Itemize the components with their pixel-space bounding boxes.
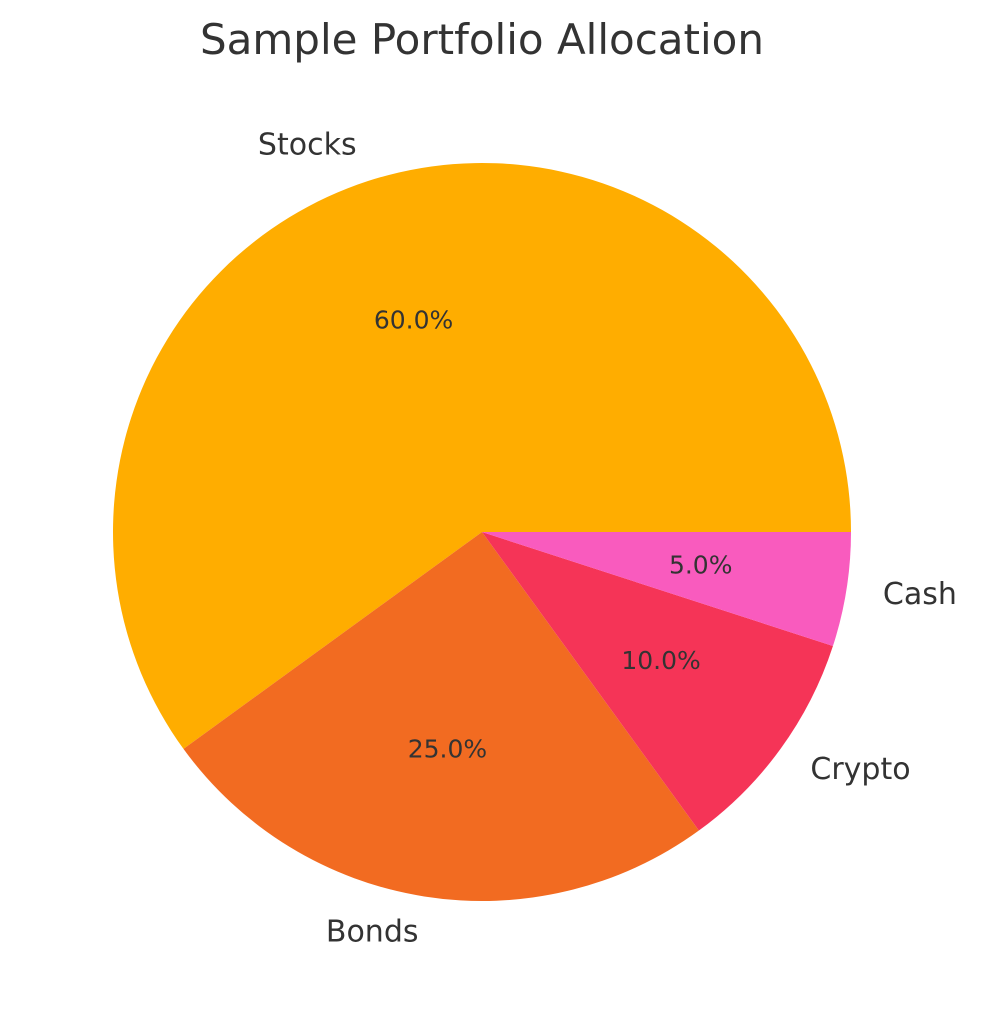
slice-label-bonds: Bonds	[326, 914, 419, 949]
percent-label-stocks: 60.0%	[374, 305, 453, 334]
pie-slice-cash	[482, 532, 851, 647]
pie-slice-stocks	[112, 163, 852, 749]
pie-slice-bonds	[183, 532, 699, 902]
percent-label-bonds: 25.0%	[408, 735, 487, 764]
pie-slices	[112, 163, 852, 902]
slice-label-stocks: Stocks	[258, 128, 357, 163]
pie-labels: Stocks 60.0% Bonds 25.0% Crypto 10.0% Cash 5.0%	[258, 128, 957, 950]
slice-label-cash: Cash	[883, 577, 957, 612]
chart-title: Sample Portfolio Allocation	[200, 15, 764, 64]
slice-label-crypto: Crypto	[810, 752, 910, 787]
percent-label-crypto: 10.0%	[621, 646, 700, 675]
pie-slice-crypto	[482, 532, 833, 831]
percent-label-cash: 5.0%	[669, 551, 733, 580]
